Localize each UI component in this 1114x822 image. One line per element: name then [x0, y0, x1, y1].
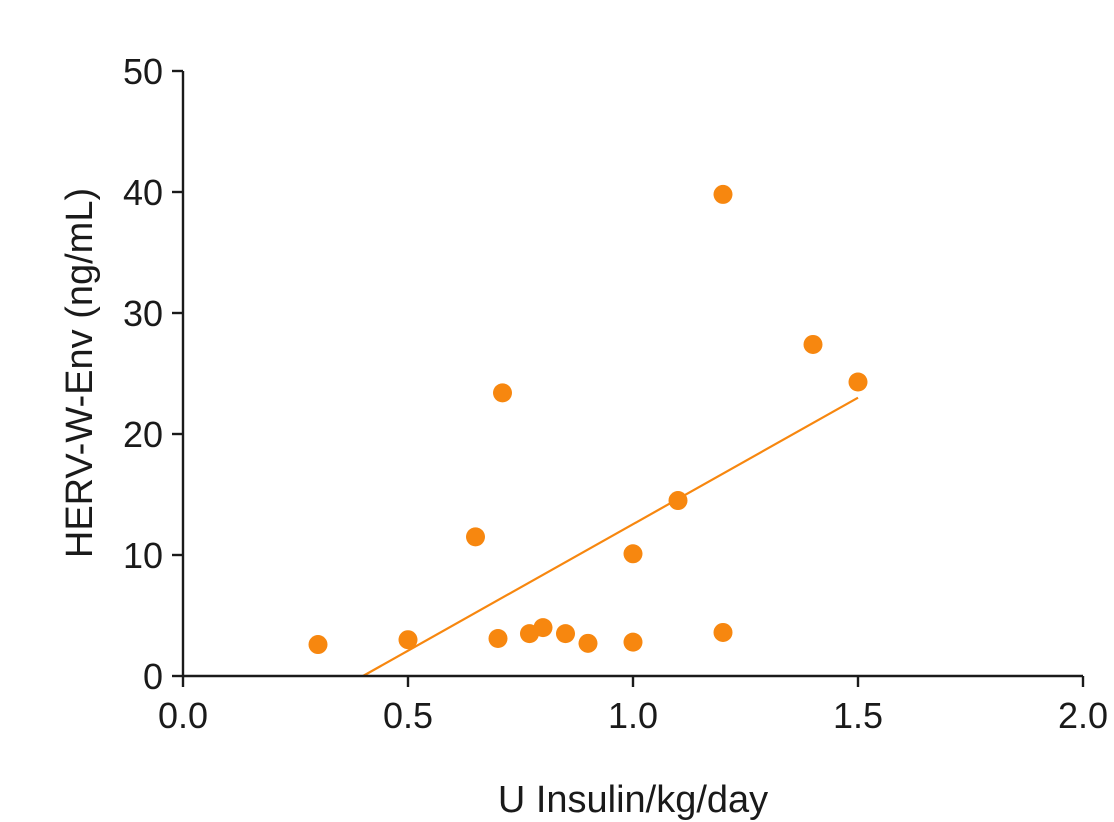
y-tick-label: 50	[123, 51, 163, 92]
trend-line	[362, 396, 859, 677]
data-point	[308, 635, 328, 655]
data-point	[623, 544, 643, 564]
y-tick-label: 10	[123, 535, 163, 576]
data-point	[713, 184, 733, 204]
axis-ticks: 0.0 0.5 1.0 1.5 2.0 0 10 20 30 40 50	[123, 51, 1108, 736]
data-point	[848, 372, 868, 392]
data-point	[556, 624, 575, 644]
x-tick-label: 1.5	[833, 695, 883, 736]
data-point	[488, 628, 508, 648]
y-tick-label: 0	[143, 656, 163, 697]
data-point	[533, 618, 553, 638]
data-point	[668, 491, 688, 511]
data-point	[466, 527, 485, 547]
x-tick-label: 2.0	[1058, 695, 1108, 736]
x-tick-label: 0.5	[383, 695, 433, 736]
data-point	[713, 622, 733, 642]
plot-area	[308, 184, 868, 677]
data-point	[623, 632, 643, 652]
y-tick-label: 20	[123, 414, 163, 455]
y-tick-label: 30	[123, 293, 163, 334]
data-point	[493, 383, 512, 403]
y-tick-label: 40	[123, 172, 163, 213]
data-point	[398, 630, 418, 650]
y-axis-title: HERV-W-Env (ng/mL)	[59, 188, 101, 558]
data-point	[803, 334, 823, 354]
x-tick-label: 1.0	[608, 695, 658, 736]
data-point	[578, 633, 598, 653]
x-tick-label: 0.0	[158, 695, 208, 736]
x-axis-title: U Insulin/kg/day	[498, 779, 768, 821]
